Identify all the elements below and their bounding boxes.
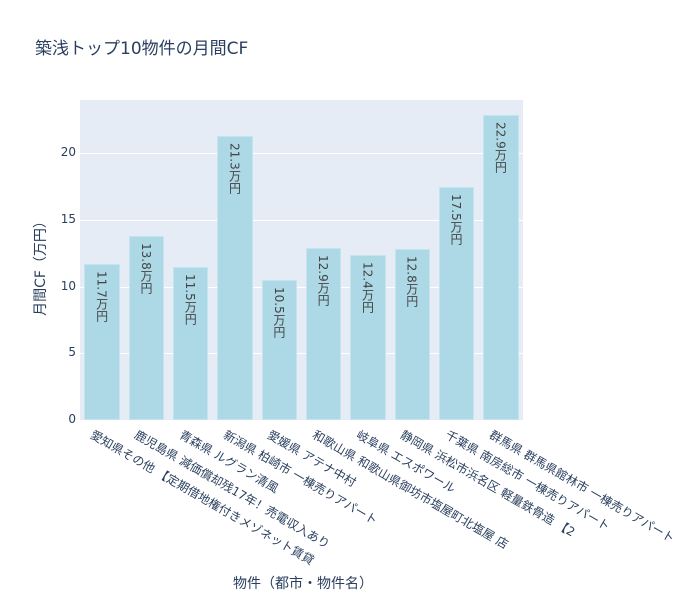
bar[interactable]: 17.5万円	[438, 186, 475, 420]
bar-value-label: 12.8万円	[404, 256, 419, 308]
x-tick-label: 群馬県 群馬県館林市 一棟売りアパート	[486, 427, 677, 546]
plot-area: 11.7万円 13.8万円 11.5万円 21.3万円 10.5万円 12.9万円 12.4…	[80, 100, 523, 420]
bar[interactable]: 11.7万円	[84, 264, 120, 420]
bar[interactable]: 12.9万円	[305, 248, 342, 420]
bar[interactable]: 11.5万円	[173, 266, 209, 420]
gridline	[80, 286, 523, 288]
bar[interactable]: 10.5万円	[261, 280, 298, 420]
y-tick-label: 5	[68, 345, 76, 360]
chart-title: 築浅トップ10物件の月間CF	[35, 39, 249, 59]
y-axis-label: 月間CF（万円）	[33, 214, 49, 316]
bar[interactable]: 12.8万円	[394, 249, 430, 420]
bar-value-label: 13.8万円	[138, 243, 153, 294]
bar-value-label: 22.9万円	[493, 121, 508, 173]
gridline	[80, 220, 523, 221]
bar-value-label: 12.4万円	[360, 261, 375, 313]
bar[interactable]: 21.3万円	[217, 136, 253, 420]
y-tick-label: 20	[60, 145, 76, 160]
bar[interactable]: 13.8万円	[128, 236, 165, 420]
bar-value-label: 11.5万円	[183, 273, 198, 325]
x-axis-label: 物件（都市・物件名）	[233, 576, 373, 592]
bar-value-label: 17.5万円	[449, 193, 464, 245]
bar-value-label: 11.7万円	[94, 271, 109, 322]
y-tick-label: 10	[60, 278, 76, 293]
bar[interactable]: 12.4万円	[350, 254, 386, 420]
bar-value-label: 12.9万円	[316, 255, 331, 306]
gridline	[80, 153, 523, 155]
y-tick-label: 15	[60, 212, 76, 226]
y-tick-label: 0	[68, 412, 76, 426]
bar-value-label: 21.3万円	[227, 143, 242, 194]
gridline	[80, 353, 523, 355]
bar[interactable]: 22.9万円	[483, 114, 519, 420]
bar-value-label: 10.5万円	[271, 287, 286, 338]
